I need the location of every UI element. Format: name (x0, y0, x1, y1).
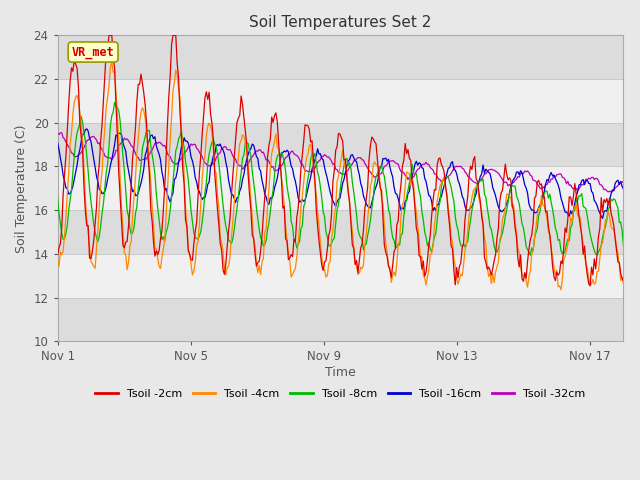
Text: VR_met: VR_met (72, 46, 115, 59)
Bar (58, 79, 623, 123)
Bar (58, 36, 623, 79)
Bar (58, 298, 623, 341)
X-axis label: Time: Time (325, 366, 356, 379)
Bar (58, 254, 623, 298)
Bar (58, 123, 623, 167)
Title: Soil Temperatures Set 2: Soil Temperatures Set 2 (250, 15, 432, 30)
Bar (58, 210, 623, 254)
Y-axis label: Soil Temperature (C): Soil Temperature (C) (15, 124, 28, 252)
Legend: Tsoil -2cm, Tsoil -4cm, Tsoil -8cm, Tsoil -16cm, Tsoil -32cm: Tsoil -2cm, Tsoil -4cm, Tsoil -8cm, Tsoi… (91, 384, 590, 403)
Bar (58, 167, 623, 210)
